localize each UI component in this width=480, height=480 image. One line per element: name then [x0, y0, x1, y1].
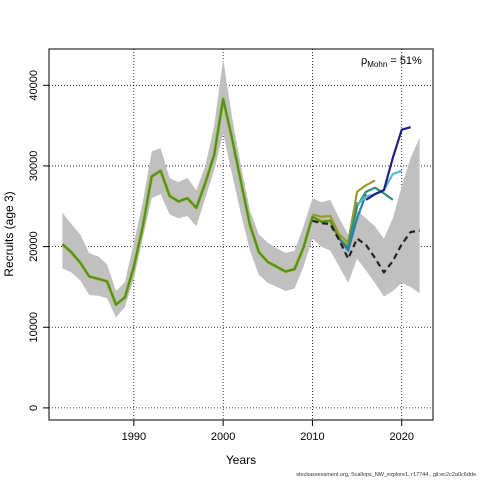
rho-subscript: Mohn — [367, 60, 387, 69]
x-tick-label: 2000 — [211, 431, 235, 443]
series-line-3 — [347, 186, 394, 247]
y-axis: 0 10000 20000 30000 40000 — [28, 70, 49, 411]
x-tick-label: 1990 — [122, 431, 146, 443]
y-axis-title: Recruits (age 3) — [2, 191, 16, 276]
plot-frame — [48, 48, 434, 421]
series-line-1 — [312, 179, 376, 244]
rho-value: = 51% — [387, 55, 422, 67]
y-tick-label: 0 — [28, 405, 40, 411]
series-line-5 — [365, 126, 411, 201]
x-tick-label: 2010 — [300, 431, 324, 443]
footer-text: stockassessment.org, Scallops_NW_explore… — [296, 472, 476, 478]
series-line-0 — [61, 97, 359, 306]
y-tick-label: 10000 — [28, 312, 40, 343]
x-axis: 1990 2000 2010 2020 — [122, 420, 414, 443]
rho-symbol: ρ — [361, 55, 367, 67]
series-line-6 — [312, 219, 420, 274]
y-tick-label: 30000 — [28, 151, 40, 182]
x-tick-label: 2020 — [390, 431, 414, 443]
mohn-rho-annotation: ρMohn = 51% — [361, 55, 422, 69]
y-tick-label: 20000 — [28, 231, 40, 262]
x-axis-title: Years — [226, 453, 256, 467]
series-lines — [61, 97, 420, 307]
y-tick-label: 40000 — [28, 70, 40, 101]
grid-lines — [49, 49, 433, 420]
series-line-2 — [338, 193, 368, 252]
